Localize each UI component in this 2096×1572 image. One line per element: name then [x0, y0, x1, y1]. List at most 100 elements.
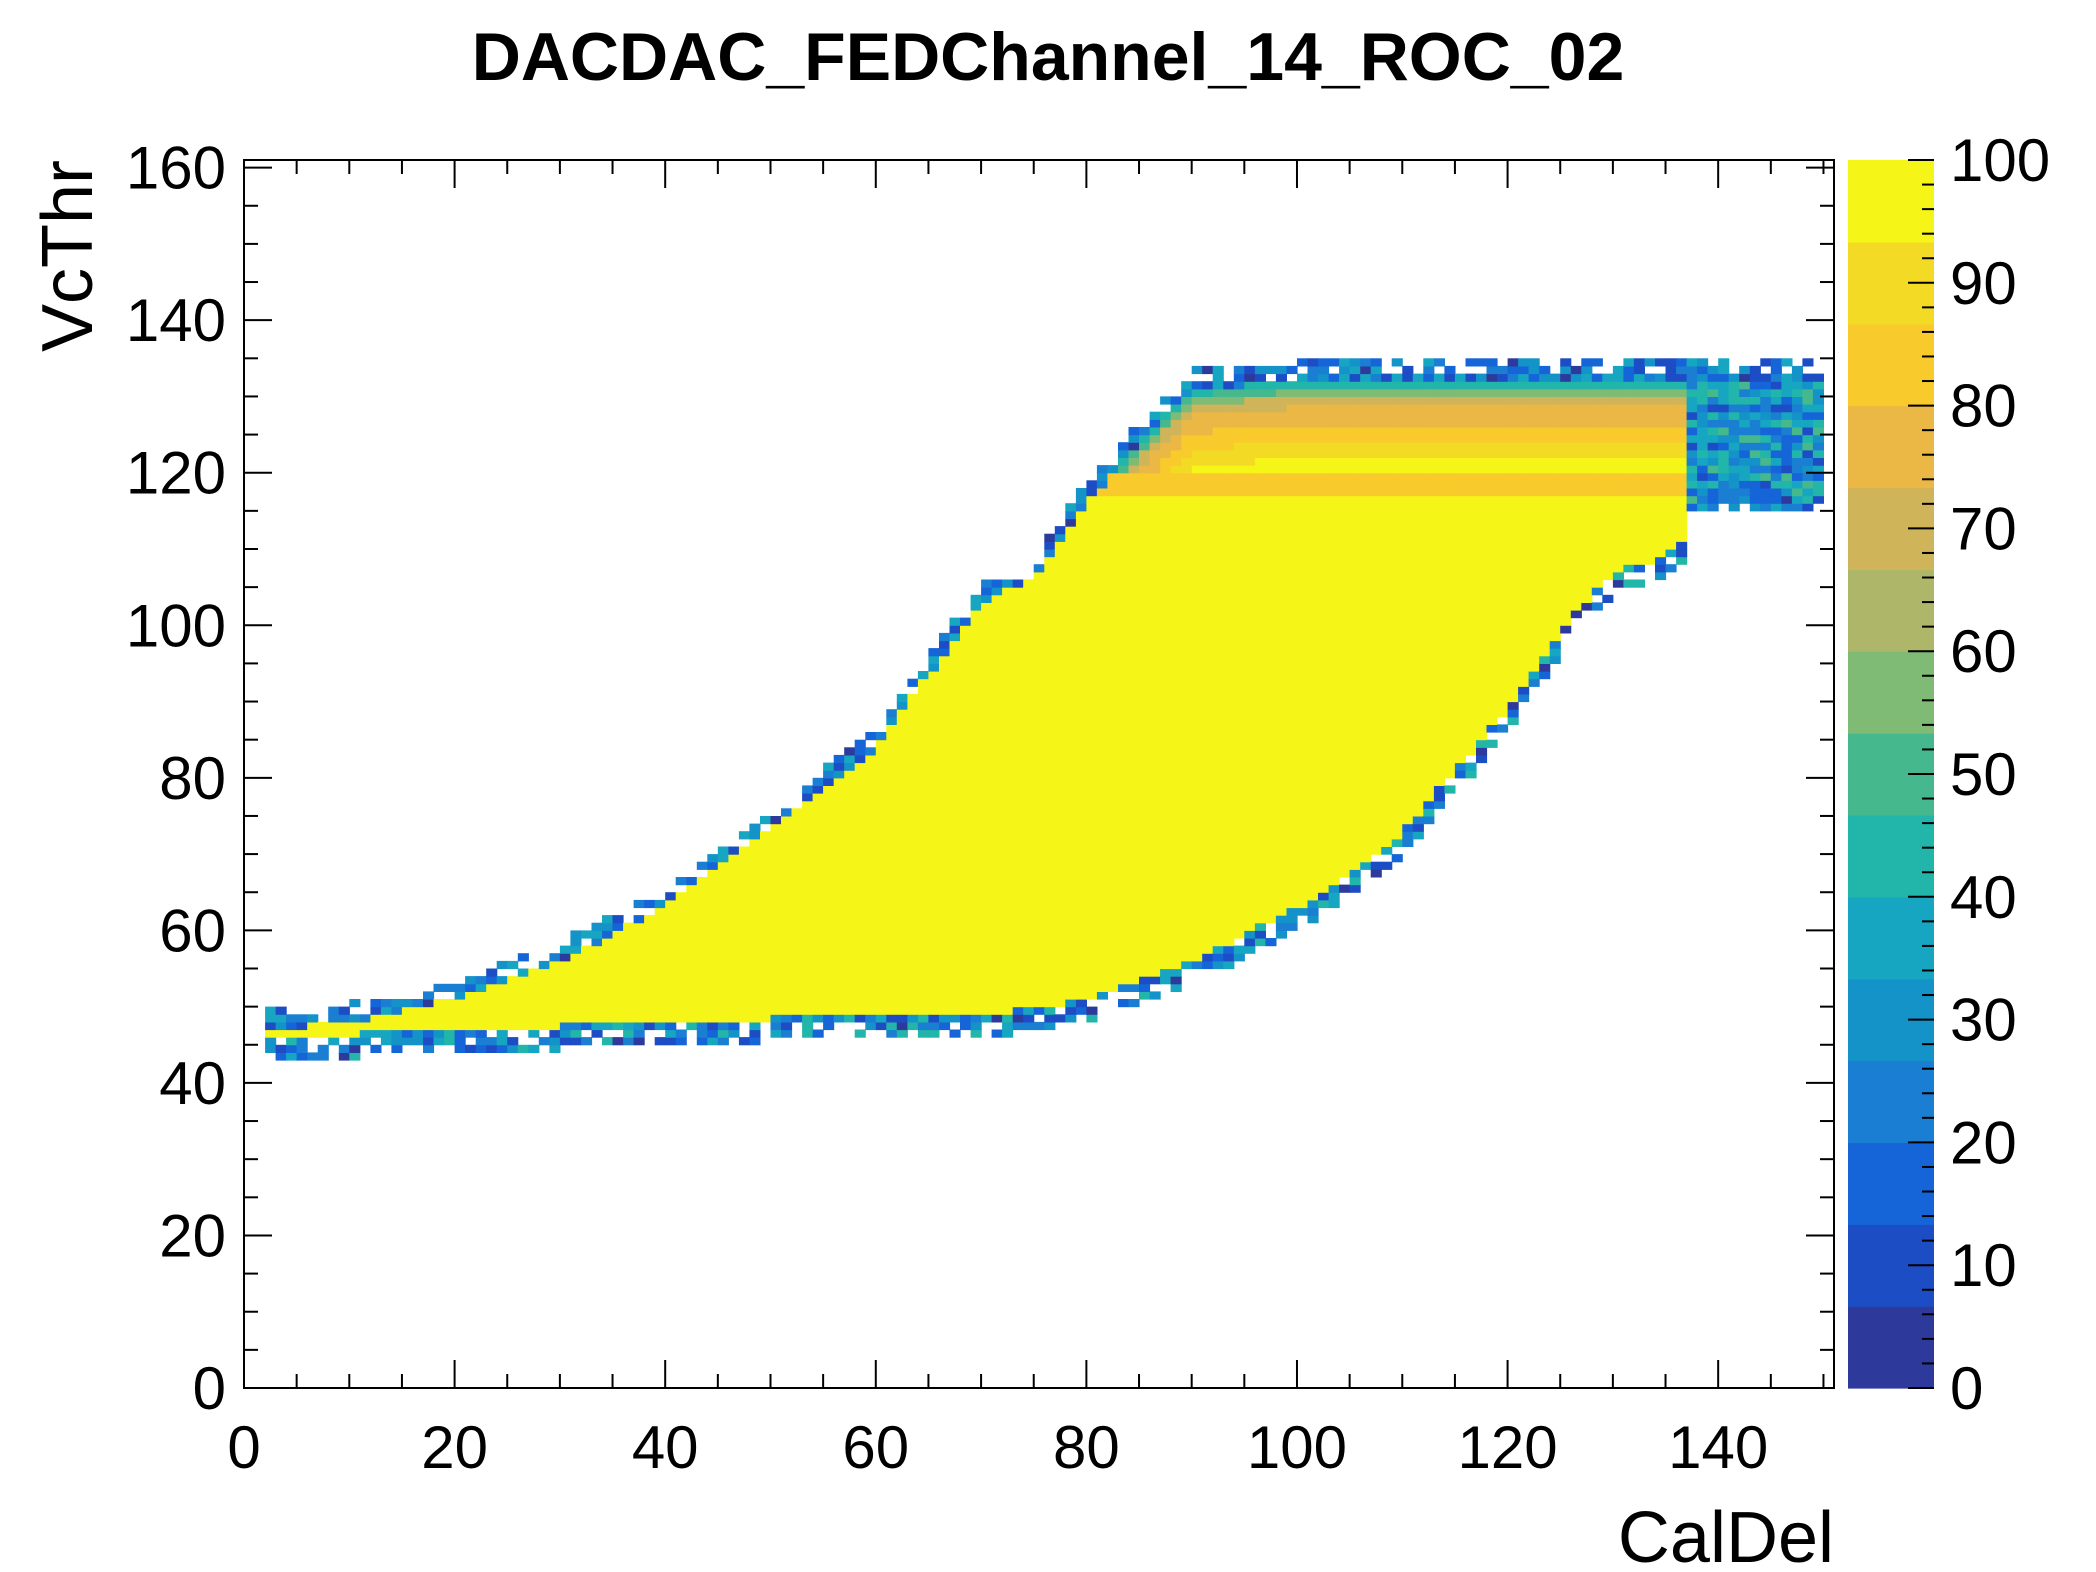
heatmap-cell [1012, 1006, 1024, 1015]
heatmap-cell [1149, 724, 1161, 733]
heatmap-cell [1318, 404, 1330, 413]
heatmap-cell [1075, 549, 1087, 558]
heatmap-cell [907, 922, 919, 931]
heatmap-cell [1423, 564, 1435, 573]
heatmap-cell [760, 999, 772, 1008]
heatmap-cell [1223, 945, 1235, 954]
heatmap-cell [591, 1029, 603, 1038]
heatmap-cell [433, 999, 445, 1008]
heatmap-cell [981, 770, 993, 779]
heatmap-cell [507, 1014, 519, 1023]
heatmap-cell [1128, 549, 1140, 558]
heatmap-cell [1233, 526, 1245, 535]
heatmap-cell [1423, 724, 1435, 733]
heatmap-cell [1391, 411, 1403, 420]
heatmap-cell [1233, 434, 1245, 443]
heatmap-cell [1433, 701, 1445, 710]
heatmap-cell [1191, 762, 1203, 771]
heatmap-cell [991, 747, 1003, 756]
heatmap-cell [1128, 480, 1140, 489]
heatmap-cell [1507, 373, 1519, 382]
heatmap-cell [1328, 617, 1340, 626]
heatmap-cell [907, 999, 919, 1008]
heatmap-cell [1444, 655, 1456, 664]
heatmap-cell [1349, 655, 1361, 664]
heatmap-cell [1096, 556, 1108, 565]
heatmap-cell [581, 930, 593, 939]
heatmap-cell [517, 1021, 529, 1031]
heatmap-cell [1349, 648, 1361, 657]
heatmap-cell [686, 915, 698, 924]
heatmap-cell [1328, 754, 1340, 764]
heatmap-cell [949, 686, 961, 695]
heatmap-cell [528, 983, 540, 992]
heatmap-cell [275, 1029, 287, 1038]
heatmap-cell [865, 915, 877, 924]
heatmap-cell [770, 838, 782, 847]
heatmap-cell [1518, 663, 1530, 672]
heatmap-cell [654, 953, 666, 962]
heatmap-cell [1444, 388, 1456, 397]
heatmap-cell [1223, 434, 1235, 443]
heatmap-cell [1339, 800, 1351, 809]
heatmap-cell [1233, 594, 1245, 603]
heatmap-cell [886, 1029, 898, 1038]
heatmap-cell [1181, 594, 1193, 603]
heatmap-cell [1054, 655, 1066, 664]
heatmap-cell [1433, 770, 1445, 779]
heatmap-cell [1349, 480, 1361, 489]
heatmap-cell [1307, 732, 1319, 741]
heatmap-cell [1307, 518, 1319, 527]
heatmap-cell [1170, 739, 1182, 748]
heatmap-cell [1286, 899, 1298, 909]
heatmap-cell [1191, 587, 1203, 596]
heatmap-cell [1497, 495, 1509, 504]
heatmap-cell [907, 976, 919, 985]
heatmap-cell [1170, 571, 1182, 581]
heatmap-cell [570, 999, 582, 1008]
heatmap-cell [486, 991, 498, 1000]
heatmap-cell [1444, 625, 1456, 634]
heatmap-cell [802, 1006, 814, 1015]
heatmap-cell [833, 907, 845, 916]
heatmap-cell [1054, 617, 1066, 626]
heatmap-cell [1286, 884, 1298, 893]
heatmap-cell [1402, 808, 1414, 817]
heatmap-cell [886, 808, 898, 817]
heatmap-cell [1433, 571, 1445, 581]
heatmap-cell [896, 808, 908, 817]
heatmap-cell [1275, 846, 1287, 855]
heatmap-cell [1012, 907, 1024, 916]
heatmap-cell [1454, 724, 1466, 733]
heatmap-cell [1528, 365, 1540, 375]
heatmap-cell [1381, 861, 1393, 870]
heatmap-cell [917, 953, 929, 962]
heatmap-cell [939, 808, 951, 817]
heatmap-cell [496, 991, 508, 1000]
heatmap-cell [939, 915, 951, 924]
heatmap-cell [1065, 503, 1077, 512]
heatmap-cell [1265, 419, 1277, 428]
heatmap-cell [1265, 823, 1277, 832]
heatmap-cell [1286, 480, 1298, 489]
heatmap-cell [1307, 434, 1319, 443]
heatmap-cell [1370, 472, 1382, 481]
heatmap-cell [1275, 808, 1287, 817]
heatmap-cell [802, 816, 814, 825]
heatmap-cell [1223, 571, 1235, 581]
heatmap-cell [1033, 808, 1045, 817]
heatmap-cell [633, 968, 645, 977]
heatmap-cell [1212, 579, 1224, 588]
heatmap-cell [644, 968, 656, 977]
heatmap-cell [781, 816, 793, 825]
heatmap-cell [738, 899, 750, 909]
heatmap-cell [886, 846, 898, 855]
heatmap-cell [1328, 457, 1340, 466]
heatmap-cell [1075, 632, 1087, 642]
heatmap-cell [1328, 503, 1340, 512]
heatmap-cell [1275, 686, 1287, 695]
heatmap-cell [1160, 640, 1172, 649]
heatmap-cell [675, 907, 687, 916]
heatmap-cell [612, 999, 624, 1008]
heatmap-cell [1096, 663, 1108, 672]
